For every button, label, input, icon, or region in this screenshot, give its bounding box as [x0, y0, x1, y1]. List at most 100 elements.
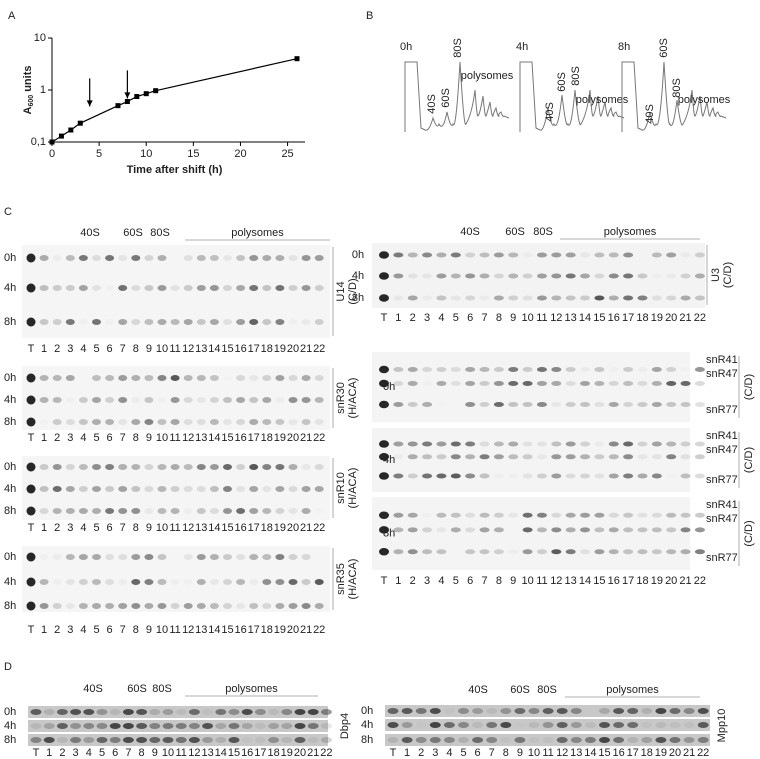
- band: [157, 285, 167, 291]
- band: [118, 554, 128, 560]
- lane-label: 11: [175, 747, 186, 759]
- band: [92, 603, 101, 609]
- band: [131, 579, 141, 585]
- band: [436, 473, 447, 479]
- band: [320, 737, 332, 743]
- point: [49, 139, 55, 145]
- lane-label: 16: [608, 575, 620, 587]
- band: [196, 486, 206, 492]
- band: [209, 486, 219, 492]
- band: [314, 255, 324, 261]
- band: [275, 319, 285, 325]
- band: [275, 255, 285, 261]
- band: [30, 737, 42, 743]
- band: [655, 708, 667, 714]
- lane-label: 9: [146, 432, 152, 444]
- lane-label: T: [381, 312, 388, 324]
- band: [450, 527, 461, 533]
- band: [196, 508, 206, 514]
- band: [500, 722, 512, 728]
- band: [580, 295, 591, 301]
- band: [565, 295, 576, 301]
- band: [223, 375, 232, 381]
- lane-label: 10: [156, 343, 168, 355]
- band: [407, 549, 418, 555]
- band: [144, 319, 154, 325]
- band: [92, 255, 101, 261]
- band: [623, 473, 634, 479]
- band: [79, 319, 88, 325]
- band: [401, 708, 413, 714]
- band: [144, 375, 154, 381]
- lane-label: 18: [261, 522, 273, 534]
- peak-label: 80S: [452, 38, 464, 58]
- band: [493, 454, 504, 460]
- band: [580, 381, 591, 386]
- band: [683, 708, 695, 714]
- band: [249, 464, 259, 470]
- lane-label: 7: [481, 575, 487, 587]
- band: [465, 454, 476, 460]
- band: [275, 419, 285, 425]
- band: [288, 508, 298, 514]
- band: [556, 737, 568, 743]
- band: [301, 255, 311, 261]
- band: [118, 603, 128, 609]
- band: [56, 737, 68, 743]
- band: [78, 554, 88, 560]
- band: [694, 402, 705, 407]
- band: [479, 402, 490, 407]
- band: [162, 737, 174, 743]
- lane-label: 21: [300, 522, 312, 534]
- band: [458, 722, 469, 728]
- lane-label: 22: [313, 343, 325, 355]
- lane-label: 2: [54, 624, 60, 636]
- band: [508, 367, 519, 372]
- lane-label: 19: [655, 747, 667, 759]
- band: [131, 464, 141, 470]
- band: [623, 402, 634, 407]
- band: [196, 464, 206, 470]
- band: [407, 441, 418, 447]
- band: [202, 723, 214, 729]
- band: [301, 419, 311, 425]
- band: [78, 579, 88, 585]
- lane-label: 16: [234, 624, 246, 636]
- time-label: 8h: [4, 416, 16, 428]
- band: [171, 579, 180, 585]
- lane-label: 14: [579, 312, 591, 324]
- lane-label: 4: [80, 343, 86, 355]
- band: [479, 252, 490, 258]
- band: [522, 454, 533, 460]
- band: [623, 252, 634, 258]
- blot-strip: [385, 734, 710, 746]
- band: [641, 737, 653, 743]
- fraction-label: 60S: [127, 683, 147, 695]
- band: [594, 295, 605, 301]
- band: [170, 285, 180, 291]
- band: [65, 554, 75, 560]
- lane-label: 5: [93, 522, 99, 534]
- rna-label: snR77: [706, 552, 738, 564]
- band: [637, 441, 648, 447]
- band: [666, 512, 677, 518]
- band: [608, 441, 619, 447]
- lane-label: 4: [80, 522, 86, 534]
- band: [83, 737, 95, 743]
- band: [78, 255, 88, 261]
- time-label: 8h: [4, 600, 16, 612]
- band: [39, 319, 49, 325]
- band: [436, 367, 447, 372]
- lane-label: 8: [133, 624, 139, 636]
- lane-label: 7: [120, 432, 126, 444]
- band: [314, 397, 324, 403]
- band: [294, 737, 306, 743]
- band: [268, 723, 280, 729]
- band: [522, 473, 533, 479]
- lane-label: 10: [521, 312, 533, 324]
- band: [65, 319, 75, 325]
- band: [65, 486, 75, 492]
- band: [78, 419, 88, 425]
- lane-label: 6: [107, 432, 113, 444]
- band: [623, 273, 634, 279]
